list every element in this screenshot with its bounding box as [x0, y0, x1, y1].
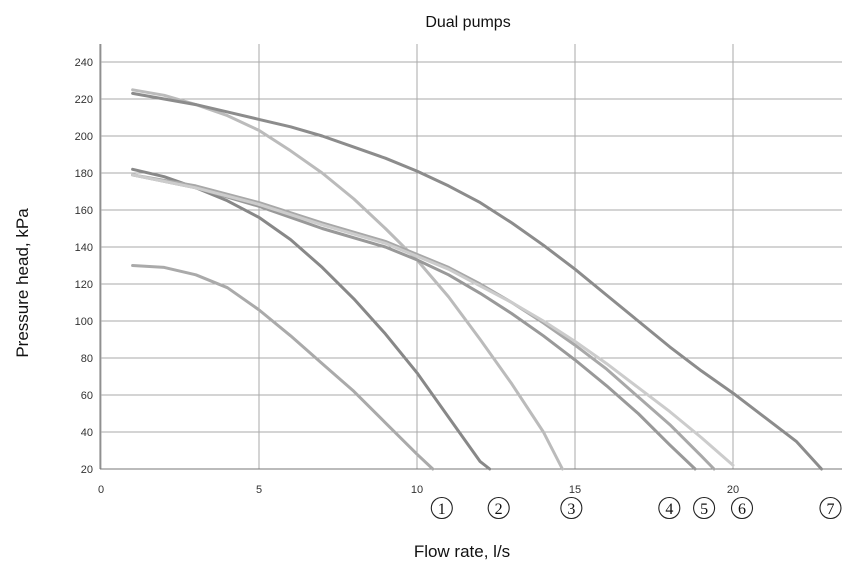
- y-tick-label: 240: [75, 57, 93, 69]
- marker-label: 3: [567, 501, 575, 518]
- curve-markers: 1 2 3 4 5 6 7: [430, 496, 842, 520]
- y-tick-label: 60: [81, 390, 93, 402]
- series-line-7: [131, 91, 823, 471]
- curve-marker-4: 4: [658, 496, 681, 520]
- marker-label: 2: [495, 501, 503, 518]
- series-line-2: [131, 167, 492, 471]
- marker-circle: [487, 496, 510, 520]
- y-tick-label: 160: [75, 205, 93, 217]
- tick-labels: 20 40 60 80 100 120 140 160 180 200 220 240 0 5 10 15 20: [75, 57, 739, 496]
- x-tick-label: 0: [98, 484, 104, 496]
- pump-curves: [131, 88, 823, 471]
- curve-marker-3: 3: [560, 496, 583, 520]
- marker-label: 5: [700, 501, 708, 518]
- y-tick-label: 120: [75, 279, 93, 291]
- marker-circle: [819, 496, 842, 520]
- marker-circle: [730, 496, 754, 520]
- x-tick-label: 5: [256, 484, 262, 496]
- x-tick-label: 10: [411, 484, 423, 496]
- x-tick-label: 20: [727, 484, 739, 496]
- series-line-3: [131, 88, 564, 471]
- curve-marker-6: 6: [730, 496, 754, 520]
- y-tick-label: 140: [75, 242, 93, 254]
- series-line-6: [131, 173, 735, 467]
- series-line-1: [131, 264, 435, 471]
- grid-lines: [99, 44, 842, 470]
- marker-label: 6: [738, 501, 746, 518]
- curve-marker-2: 2: [487, 496, 510, 520]
- y-tick-label: 100: [75, 316, 93, 328]
- marker-circle: [430, 496, 453, 520]
- y-tick-label: 20: [81, 464, 93, 476]
- marker-label: 4: [665, 501, 673, 518]
- y-tick-label: 80: [81, 353, 93, 365]
- x-tick-label: 15: [569, 484, 581, 496]
- marker-label: 1: [438, 501, 446, 518]
- y-tick-label: 220: [75, 94, 93, 106]
- marker-label: 7: [826, 501, 834, 518]
- marker-circle: [693, 496, 716, 520]
- marker-circle: [560, 496, 583, 520]
- series-line-5: [131, 173, 716, 471]
- y-tick-label: 200: [75, 131, 93, 143]
- y-tick-label: 40: [81, 427, 93, 439]
- curve-marker-5: 5: [693, 496, 716, 520]
- curve-marker-7: 7: [819, 496, 842, 520]
- x-axis-label: Flow rate, l/s: [414, 542, 510, 561]
- series-line-4: [131, 173, 697, 471]
- curve-marker-1: 1: [430, 496, 453, 520]
- y-tick-label: 180: [75, 168, 93, 180]
- marker-circle: [658, 496, 681, 520]
- y-axis-label: Pressure head, kPa: [13, 208, 32, 358]
- chart-title: Dual pumps: [425, 14, 510, 31]
